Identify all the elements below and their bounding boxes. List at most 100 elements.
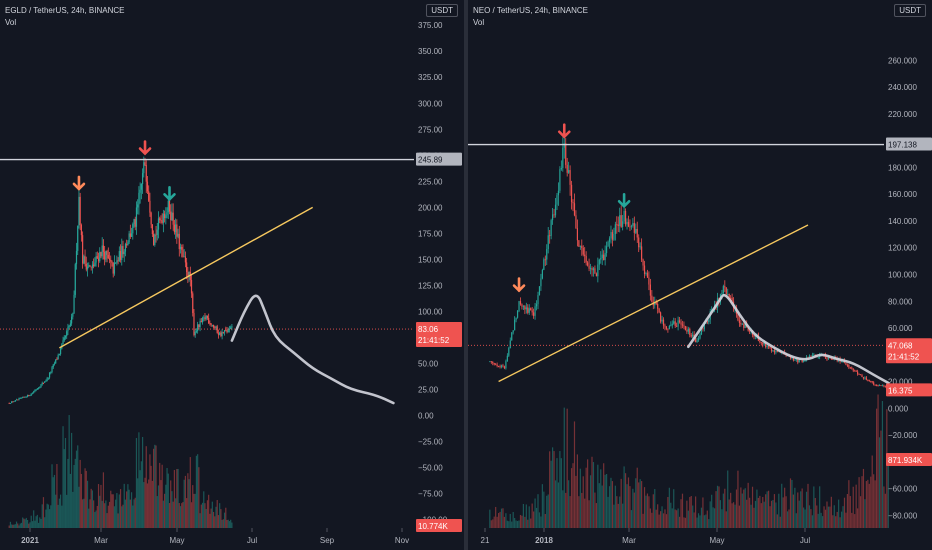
volume-bar (819, 486, 821, 528)
volume-bar (700, 507, 703, 528)
volume-bar (750, 504, 752, 528)
volume-bar (95, 510, 97, 528)
candle-body (798, 359, 800, 363)
volume-bar (743, 489, 745, 528)
candle-body (145, 165, 147, 182)
volume-bar (214, 516, 216, 528)
volume-bar (595, 503, 597, 528)
volume-bar (569, 496, 571, 528)
candle-body (30, 393, 32, 396)
volume-bar (687, 510, 689, 528)
y-tick-label: 260.000 (888, 56, 917, 65)
volume-bar (881, 401, 884, 528)
neo-chart-svg[interactable]: −80.000−60.000−40.000−20.0000.00020.0004… (468, 0, 932, 550)
volume-bar (528, 506, 530, 528)
candle-body (585, 256, 587, 263)
candle-body (622, 221, 624, 227)
candle-body (643, 265, 646, 275)
neo-currency-badge[interactable]: USDT (894, 4, 926, 17)
candle-body (570, 184, 573, 202)
volume-bar (538, 512, 541, 528)
volume-bar (522, 503, 525, 528)
candle-body (632, 223, 634, 226)
volume-bar (721, 509, 723, 528)
candle-body (700, 328, 703, 335)
volume-bar (865, 481, 867, 528)
volume-bar (579, 468, 581, 528)
candle-body (854, 370, 856, 372)
candle-body (560, 167, 562, 170)
candle-body (797, 358, 799, 363)
projection-curve[interactable] (230, 294, 395, 405)
x-tick-label: 21 (481, 536, 490, 545)
candle-body (203, 317, 205, 319)
candle-body (12, 401, 14, 403)
volume-bar (122, 504, 124, 528)
candle-body (518, 301, 520, 311)
volume-bar (230, 519, 232, 528)
egld-symbol-title[interactable]: EGLD / TetherUS, 24h, BINANCE (5, 6, 125, 15)
candle-body (775, 351, 777, 353)
egld-currency-badge[interactable]: USDT (426, 4, 458, 17)
candle-body (33, 391, 35, 393)
candle-body (589, 268, 592, 269)
volume-bar (741, 493, 743, 528)
candle-body (535, 304, 538, 307)
volume-bar (842, 506, 844, 528)
volume-bar (791, 479, 793, 528)
volume-bar (37, 522, 40, 528)
y-tick-label: 0.00 (418, 412, 434, 421)
candle-body (75, 250, 78, 265)
volume-bar (152, 448, 155, 528)
candle-body (62, 340, 64, 345)
resistance-price-badge-text: 245.89 (418, 156, 443, 165)
volume-badge-text: 871.934K (888, 456, 923, 465)
candle-body (827, 357, 830, 360)
volume-bar (127, 484, 129, 528)
volume-bar (734, 504, 736, 528)
volume-bar (113, 506, 116, 528)
candle-body (500, 365, 503, 368)
projection-curve[interactable] (687, 293, 890, 385)
candle-body (624, 210, 627, 225)
volume-bar (566, 408, 568, 528)
volume-bar (215, 506, 217, 528)
volume-bar (546, 495, 548, 528)
candle-body (68, 325, 70, 328)
volume-bar (201, 502, 204, 528)
candle-body (201, 317, 204, 323)
candle-body (79, 196, 81, 226)
volume-bar (521, 515, 523, 528)
candle-body (846, 364, 849, 366)
trendline[interactable] (498, 224, 809, 383)
egld-chart-svg[interactable]: −100.00−75.00−50.00−25.000.0025.0050.007… (0, 0, 464, 550)
volume-bar (525, 504, 527, 528)
volume-bar (570, 468, 573, 528)
candle-body (91, 264, 94, 268)
volume-bar (616, 496, 618, 528)
volume-bar (773, 494, 776, 528)
volume-bar (803, 507, 805, 528)
candle-body (554, 204, 557, 216)
panel-divider[interactable] (464, 0, 468, 550)
volume-bar (620, 478, 622, 528)
volume-bar (211, 501, 213, 528)
volume-bar (110, 490, 112, 528)
volume-bar (877, 394, 879, 528)
volume-bar (28, 523, 30, 528)
volume-badge (416, 519, 462, 532)
candle-body (128, 233, 130, 243)
volume-bar (582, 476, 584, 528)
volume-bar (713, 508, 716, 528)
candle-body (557, 190, 560, 196)
volume-bar (832, 515, 834, 528)
trendline[interactable] (59, 206, 314, 349)
candle-body (222, 331, 224, 333)
volume-bar (126, 491, 128, 528)
candle-body (231, 326, 233, 328)
candle-body (141, 173, 144, 184)
neo-symbol-title[interactable]: NEO / TetherUS, 24h, BINANCE (473, 6, 589, 15)
volume-bar (651, 512, 653, 528)
candle-body (516, 310, 519, 318)
y-tick-label: −25.00 (418, 438, 443, 447)
